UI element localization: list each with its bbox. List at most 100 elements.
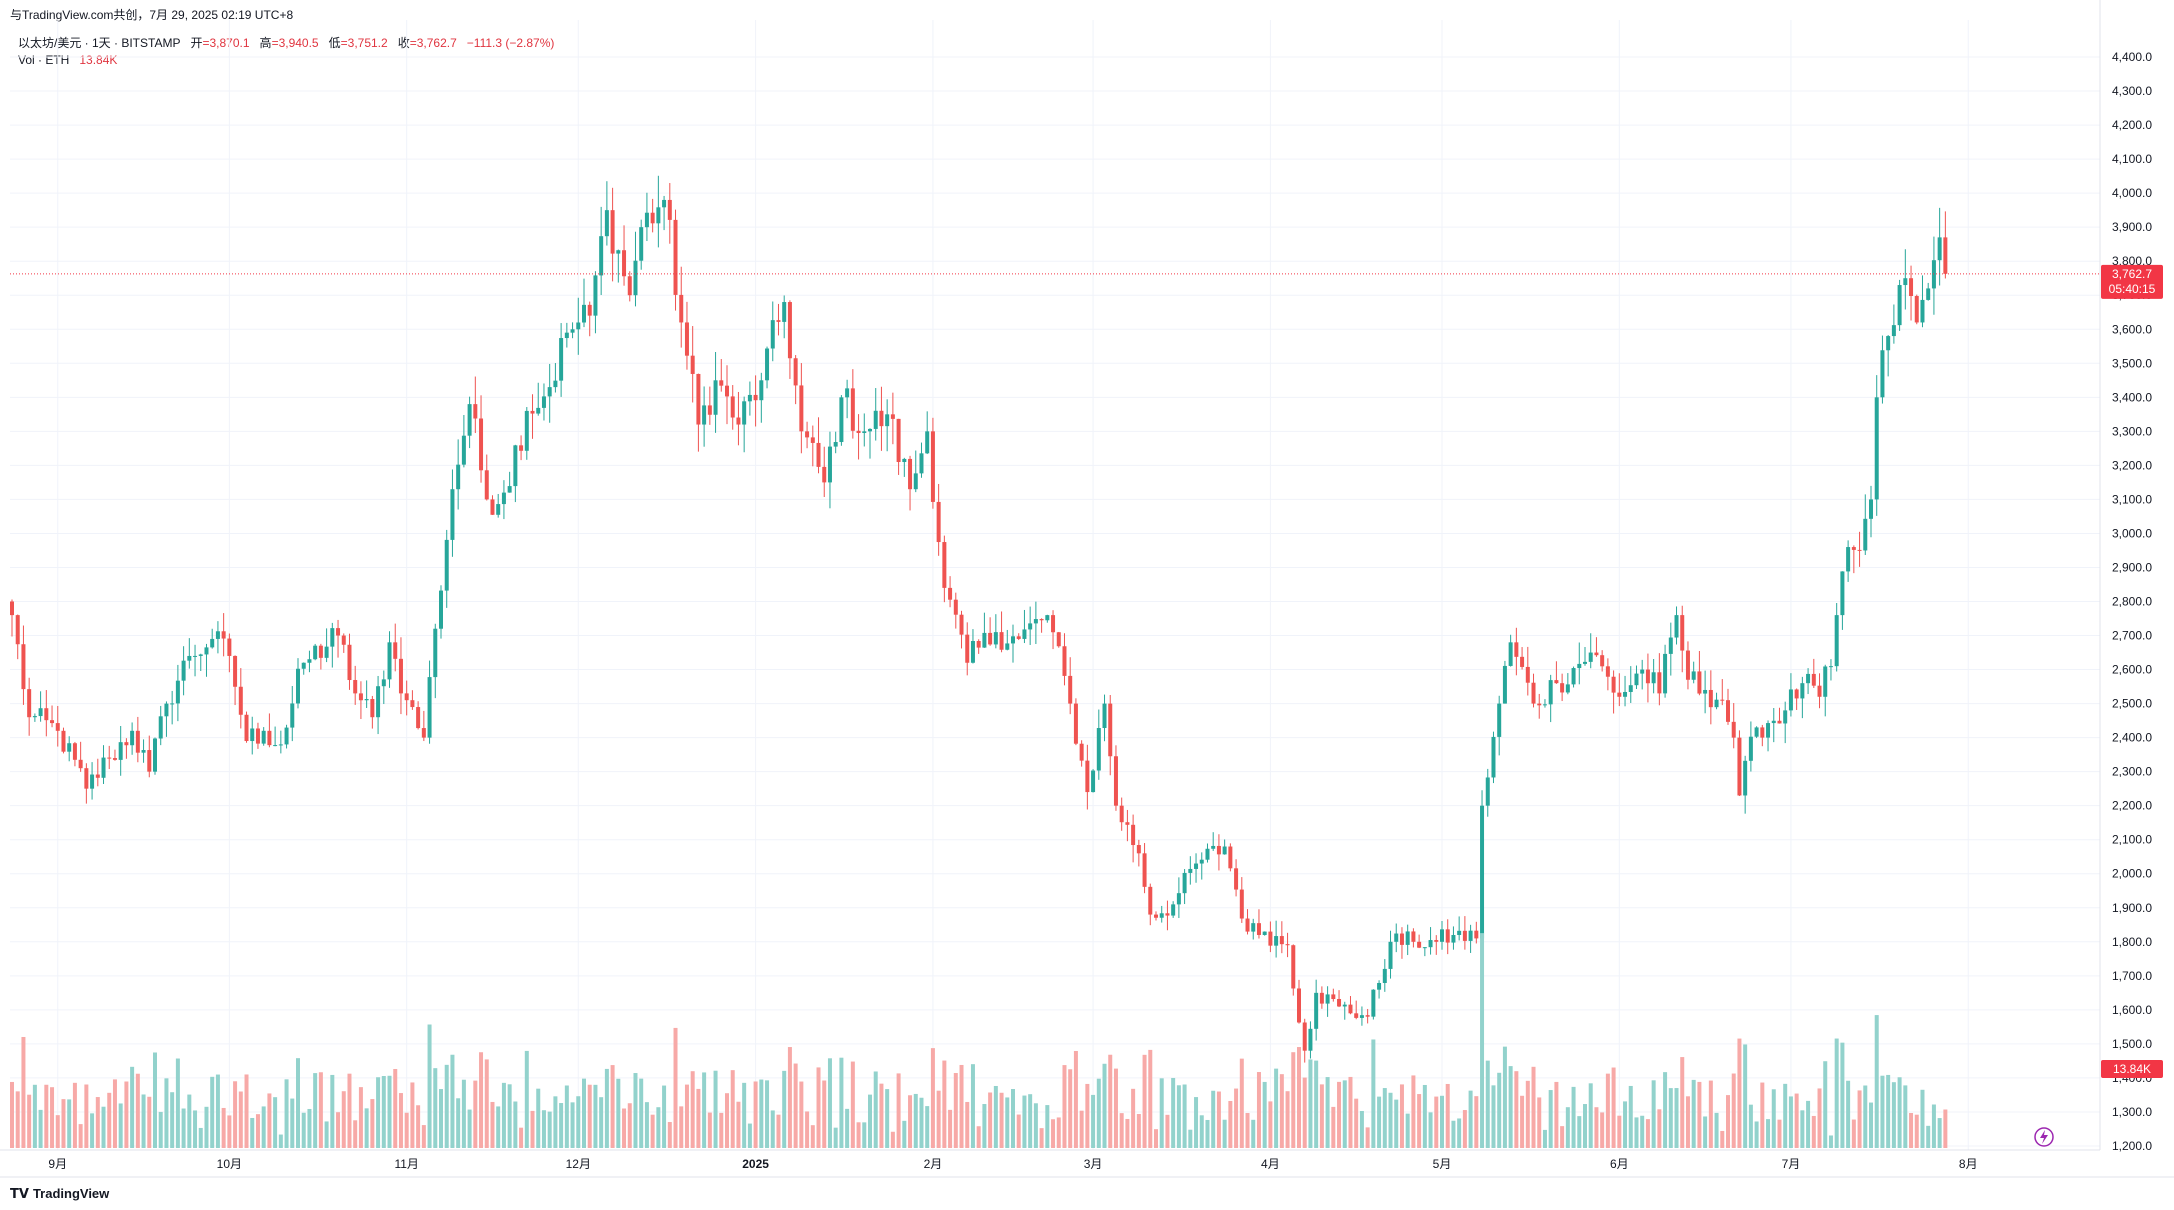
volume-bar bbox=[1788, 1096, 1793, 1148]
volume-bar bbox=[1434, 1096, 1439, 1148]
candle-body bbox=[1411, 931, 1416, 942]
candle-body bbox=[72, 743, 77, 760]
candle-body bbox=[702, 405, 707, 425]
candle-body bbox=[1291, 945, 1296, 989]
volume-bar bbox=[1651, 1080, 1656, 1148]
candle-body bbox=[124, 742, 129, 746]
candle-body bbox=[604, 210, 609, 237]
volume-bar bbox=[404, 1112, 409, 1148]
change-value: −111.3 (−2.87%) bbox=[466, 36, 555, 50]
candle-body bbox=[158, 716, 163, 739]
candle-body bbox=[1394, 933, 1399, 942]
candle-body bbox=[1234, 868, 1239, 890]
candle-body bbox=[524, 410, 529, 451]
y-tick-label: 2,300.0 bbox=[2112, 765, 2152, 779]
x-tick-label: 11月 bbox=[394, 1157, 418, 1171]
volume-bar bbox=[364, 1108, 369, 1148]
volume-bar bbox=[341, 1091, 346, 1148]
candle-body bbox=[210, 638, 215, 648]
volume-bar bbox=[1903, 1085, 1908, 1148]
volume-bar bbox=[519, 1127, 524, 1148]
candle-body bbox=[1542, 704, 1547, 706]
candle-body bbox=[616, 250, 621, 254]
volume-bar bbox=[1131, 1088, 1136, 1148]
volume-bar bbox=[736, 1101, 741, 1148]
candle-body bbox=[919, 453, 924, 474]
volume-bar bbox=[587, 1084, 592, 1148]
volume-bar bbox=[1691, 1079, 1696, 1148]
volume-bar bbox=[1085, 1083, 1090, 1148]
candle-body bbox=[1039, 619, 1044, 621]
candle-body bbox=[1096, 728, 1101, 771]
volume-bar bbox=[181, 1108, 186, 1148]
volume-bar bbox=[839, 1057, 844, 1148]
volume-bar bbox=[547, 1111, 552, 1148]
volume-bar bbox=[1159, 1078, 1164, 1148]
candle-body bbox=[416, 707, 421, 729]
volume-bar bbox=[1068, 1069, 1073, 1148]
candle-body bbox=[1714, 699, 1719, 708]
volume-bar bbox=[1228, 1100, 1233, 1148]
candle-body bbox=[810, 437, 815, 443]
footer-brand-text: TradingView bbox=[32, 1186, 110, 1201]
volume-bar bbox=[599, 1097, 604, 1148]
candle-body bbox=[1943, 237, 1948, 274]
candle-body bbox=[1600, 655, 1605, 667]
candle-body bbox=[1148, 886, 1153, 915]
candle-body bbox=[135, 730, 140, 753]
volume-bar bbox=[1142, 1054, 1147, 1148]
volume-bar bbox=[313, 1073, 318, 1148]
y-tick-label: 3,400.0 bbox=[2112, 390, 2152, 404]
countdown-label: 05:40:15 bbox=[2109, 282, 2156, 296]
candle-body bbox=[622, 250, 627, 277]
volume-bar bbox=[1600, 1112, 1605, 1148]
volume-value: 13.84K bbox=[79, 53, 118, 67]
volume-bar bbox=[747, 1123, 752, 1148]
volume-bar bbox=[1251, 1119, 1256, 1148]
volume-bar bbox=[1268, 1101, 1273, 1148]
volume-bar bbox=[1514, 1071, 1519, 1148]
candle-body bbox=[730, 396, 735, 418]
candle-body bbox=[667, 199, 672, 220]
candle-body bbox=[467, 404, 472, 436]
candle-body bbox=[1417, 941, 1422, 948]
volume-bar bbox=[1165, 1114, 1170, 1148]
candle-body bbox=[707, 405, 712, 415]
candle-body bbox=[1302, 1022, 1307, 1051]
volume-bar bbox=[1731, 1073, 1736, 1148]
volume-bar bbox=[902, 1120, 907, 1148]
candle-body bbox=[147, 750, 152, 772]
volume-bar bbox=[50, 1087, 55, 1148]
volume-bar bbox=[427, 1024, 432, 1148]
volume-bar bbox=[1274, 1068, 1279, 1148]
volume-bar bbox=[1571, 1086, 1576, 1148]
volume-bar bbox=[690, 1071, 695, 1148]
volume-bar bbox=[410, 1082, 415, 1148]
candle-body bbox=[1079, 743, 1084, 761]
candle-body bbox=[296, 668, 300, 704]
x-tick-label: 9月 bbox=[48, 1157, 67, 1171]
volume-bar bbox=[250, 1117, 255, 1148]
candle-body bbox=[885, 414, 890, 427]
candle-body bbox=[261, 730, 266, 744]
volume-bar bbox=[175, 1058, 180, 1148]
volume-bar bbox=[816, 1067, 821, 1148]
volume-bar bbox=[490, 1101, 495, 1148]
volume-bar bbox=[433, 1068, 438, 1148]
candle-body bbox=[1823, 666, 1828, 697]
volume-bar bbox=[1480, 933, 1485, 1148]
volume-bar bbox=[61, 1099, 66, 1148]
volume-bar bbox=[644, 1102, 649, 1148]
candle-body bbox=[250, 728, 255, 742]
candle-body bbox=[353, 680, 358, 694]
volume-bar bbox=[1422, 1084, 1427, 1148]
candle-body bbox=[1194, 863, 1199, 869]
volume-bar bbox=[244, 1074, 249, 1148]
volume-bar bbox=[1485, 1060, 1490, 1148]
volume-bar bbox=[261, 1106, 266, 1148]
volume-bar bbox=[1399, 1084, 1404, 1148]
candle-body bbox=[1399, 933, 1404, 945]
candle-body bbox=[679, 294, 684, 323]
candle-body bbox=[999, 632, 1004, 650]
